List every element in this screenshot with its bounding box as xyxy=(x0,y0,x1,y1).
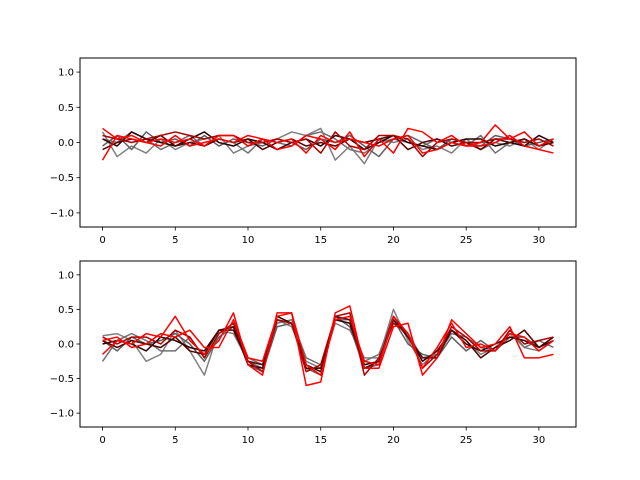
y-tick-label: −1.0 xyxy=(50,409,74,420)
y-tick-label: −1.0 xyxy=(50,208,74,219)
x-tick-label: 5 xyxy=(172,435,178,446)
x-tick-label: 30 xyxy=(533,235,546,246)
x-tick-label: 20 xyxy=(387,435,400,446)
y-tick-label: −0.5 xyxy=(50,173,74,184)
subplot-bottom: 0 5 10 15 20 25 30 −1.0 −0.5 0.0 0.5 1.0 xyxy=(50,260,577,446)
series-line-6 xyxy=(102,312,554,376)
y-tick-label: 0.5 xyxy=(58,103,74,114)
y-tick-label: 0.0 xyxy=(58,340,74,351)
x-tick-label: 0 xyxy=(99,235,105,246)
x-tick-label: 25 xyxy=(460,235,473,246)
x-tick-label: 10 xyxy=(242,235,255,246)
y-tick-label: −0.5 xyxy=(50,374,74,385)
x-tick-label: 25 xyxy=(460,435,473,446)
x-tick-label: 15 xyxy=(314,435,327,446)
x-tick-label: 0 xyxy=(99,435,105,446)
series-line-8 xyxy=(101,134,554,161)
series-line-7 xyxy=(102,124,554,158)
y-tick-label: 0.5 xyxy=(58,305,74,316)
series-group xyxy=(101,124,554,165)
y-tick-label: 1.0 xyxy=(58,270,74,281)
y-tick-label: 0.0 xyxy=(58,138,74,149)
series-group xyxy=(101,305,554,387)
x-tick-label: 30 xyxy=(533,435,546,446)
x-tick-label: 10 xyxy=(242,435,255,446)
x-tick-label: 20 xyxy=(387,235,400,246)
series-line-8 xyxy=(102,312,554,376)
y-tick-label: 1.0 xyxy=(58,68,74,79)
x-tick-label: 5 xyxy=(172,235,178,246)
x-tick-label: 15 xyxy=(314,235,327,246)
subplot-top: 0 5 10 15 20 25 30 −1.0 −0.5 0.0 0.5 1.0 xyxy=(50,57,577,246)
